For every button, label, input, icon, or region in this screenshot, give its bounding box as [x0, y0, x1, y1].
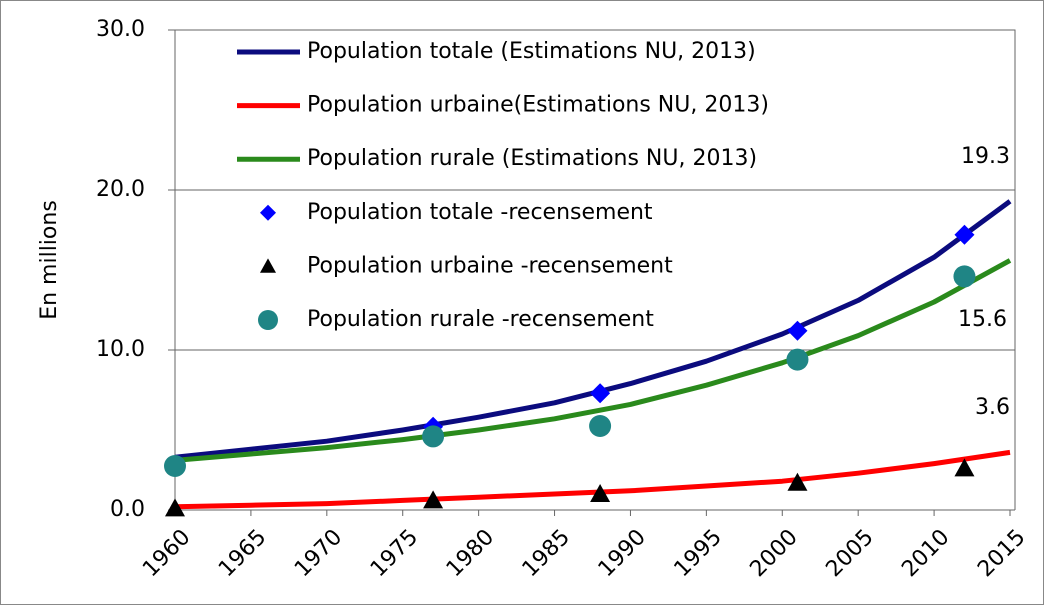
annotation: 15.6 [958, 307, 1007, 332]
legend-label: Population urbaine -recensement [307, 253, 673, 278]
legend-label: Population rurale (Estimations NU, 2013) [307, 146, 757, 171]
point [786, 348, 809, 371]
y-tick-label: 20.0 [96, 177, 145, 202]
annotation: 19.3 [961, 144, 1010, 169]
legend-swatch [260, 258, 276, 273]
line-series [174, 449, 1011, 510]
y-axis-label: En millions [37, 200, 62, 320]
point [953, 265, 976, 288]
legend-swatch [258, 310, 278, 330]
line-series [174, 258, 1012, 463]
point [165, 498, 185, 517]
point [422, 425, 445, 448]
legend-label: Population rurale -recensement [307, 307, 654, 332]
point [787, 472, 808, 491]
legend-label: Population totale (Estimations NU, 2013) [307, 39, 756, 64]
y-tick-label: 0.0 [110, 497, 145, 522]
point [590, 383, 611, 404]
point [589, 415, 612, 437]
point [590, 484, 611, 502]
legend-label: Population totale -recensement [307, 200, 653, 225]
legend-swatch [260, 204, 276, 221]
point [954, 224, 975, 245]
annotation: 3.6 [975, 395, 1010, 420]
point [787, 320, 808, 341]
point [164, 455, 186, 477]
point [423, 490, 444, 509]
point [954, 458, 975, 477]
y-tick-label: 30.0 [96, 17, 145, 42]
legend-label: Population urbaine(Estimations NU, 2013) [307, 93, 769, 118]
y-tick-label: 10.0 [96, 337, 145, 362]
